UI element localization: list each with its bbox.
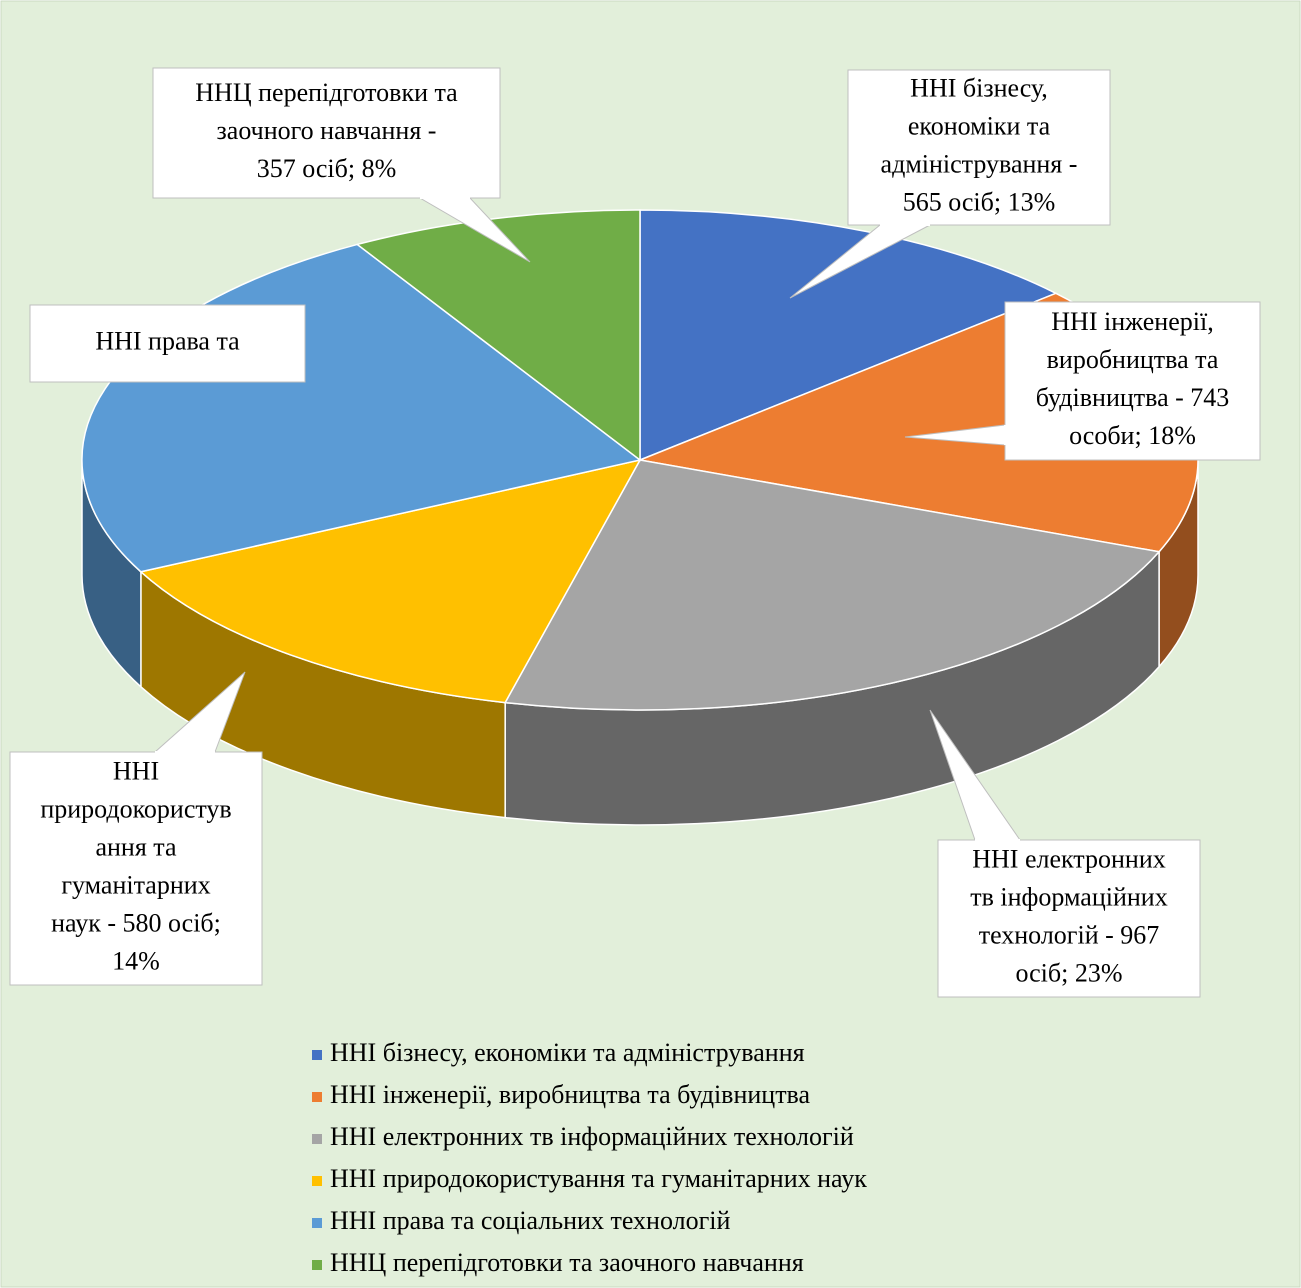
legend-swatch: [312, 1092, 322, 1102]
legend-swatch: [312, 1050, 322, 1060]
data-label: виробництва та: [1047, 345, 1219, 374]
data-label-box: [9, 751, 263, 986]
slice: [639, 209, 1058, 462]
data-label: 357 осіб; 8%: [257, 154, 397, 183]
data-label: осіб; 23%: [1015, 958, 1122, 987]
data-label-box: [937, 839, 1201, 998]
data-label: ННІ інженерії,: [1051, 307, 1213, 336]
legend-label: ННІ інженерії, виробництва та будівництв…: [330, 1080, 810, 1109]
data-label-box: [1004, 301, 1261, 461]
data-label: ННІ бізнесу,: [910, 73, 1048, 102]
data-label: адміністрування -: [881, 149, 1078, 178]
legend-swatch: [312, 1176, 322, 1186]
slice: [139, 458, 642, 704]
data-label-box: [29, 304, 306, 383]
legend-label: ННІ бізнесу, економіки та адмініструванн…: [330, 1038, 805, 1067]
data-label-box: [847, 69, 1111, 226]
data-label: ННІ права та: [95, 326, 240, 355]
slice: [355, 209, 641, 462]
data-label: тв інформаційних: [970, 882, 1167, 911]
legend-swatch: [312, 1260, 322, 1270]
legend-swatch: [312, 1134, 322, 1144]
data-label: заочного навчання -: [217, 116, 437, 145]
legend-label: ННІ права та соціальних технологій: [330, 1206, 730, 1235]
data-label: ННІ: [113, 756, 159, 785]
data-label: особи; 18%: [1069, 421, 1196, 450]
data-label: 565 осіб; 13%: [903, 187, 1056, 216]
data-label: наук - 580 осіб;: [51, 908, 221, 937]
data-label: ання та: [95, 832, 177, 861]
data-label: гуманітарних: [61, 870, 210, 899]
legend-label: ННІ електронних тв інформаційних техноло…: [330, 1122, 854, 1151]
data-label: ННЦ перепідготовки та: [195, 78, 458, 107]
data-label: 14%: [112, 946, 160, 975]
data-label: ННІ електронних: [972, 844, 1165, 873]
legend-swatch: [312, 1218, 322, 1228]
data-label: економіки та: [908, 111, 1051, 140]
data-label: природокористув: [40, 794, 231, 823]
legend-label: ННЦ перепідготовки та заочного навчання: [330, 1248, 804, 1277]
data-label: будівництва - 743: [1036, 383, 1230, 412]
slice: [503, 459, 1161, 711]
legend-label: ННІ природокористування та гуманітарних …: [330, 1164, 867, 1193]
data-label: технологій - 967: [979, 920, 1160, 949]
data-label-box: [152, 67, 501, 199]
